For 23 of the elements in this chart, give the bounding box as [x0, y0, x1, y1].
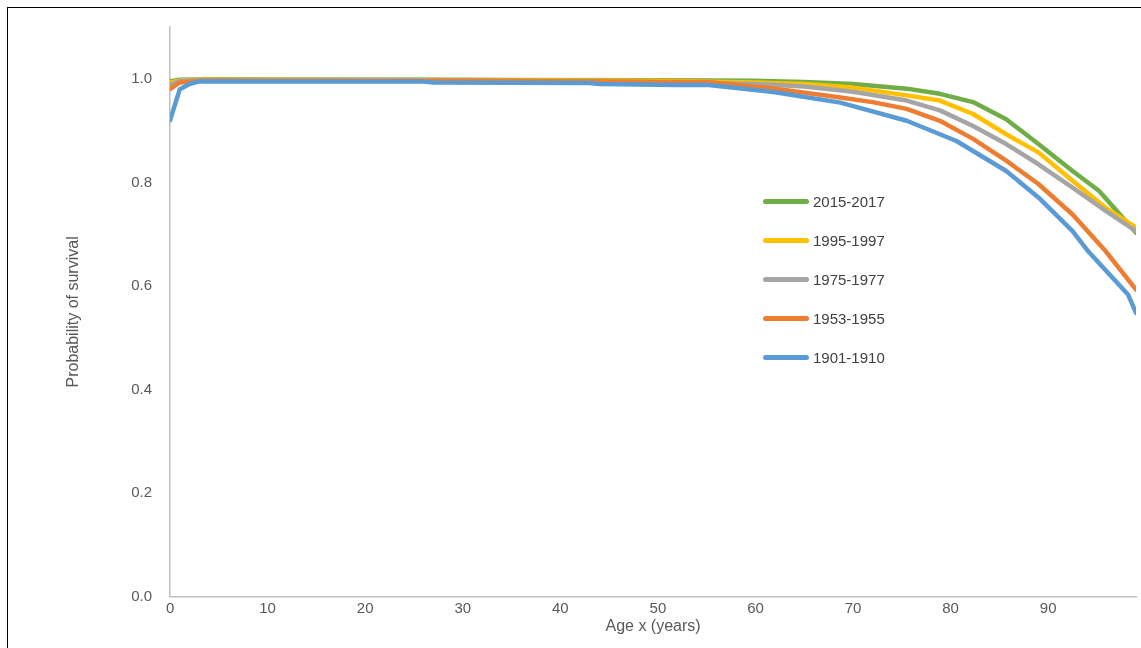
x-axis-title: Age x (years) — [605, 616, 701, 634]
x-tick-label: 90 — [1039, 598, 1057, 616]
x-tick-label: 0 — [165, 598, 175, 616]
y-tick-label: 0.6 — [131, 276, 153, 294]
x-tick-label: 20 — [356, 598, 374, 616]
y-tick-label: 0.8 — [131, 172, 153, 190]
y-tick-label: 0.4 — [131, 379, 153, 397]
x-tick-label: 40 — [551, 598, 569, 616]
x-tick-label: 10 — [259, 598, 276, 616]
y-tick-label: 0.0 — [131, 586, 153, 604]
legend-label: 1953-1955 — [813, 310, 885, 327]
x-tick-label: 80 — [942, 598, 959, 616]
legend-label: 1975-1977 — [813, 271, 885, 288]
x-tick-label: 30 — [454, 598, 472, 616]
y-tick-label: 1.0 — [131, 68, 153, 86]
x-tick-label: 50 — [649, 598, 667, 616]
legend-label: 2015-2017 — [813, 193, 885, 210]
y-tick-label: 0.2 — [131, 483, 153, 501]
y-axis-title: Probability of survival — [64, 236, 82, 388]
x-tick-label: 70 — [844, 598, 862, 616]
legend-label: 1995-1997 — [813, 232, 885, 249]
x-tick-label: 60 — [747, 598, 764, 616]
legend-label: 1901-1910 — [813, 349, 885, 366]
